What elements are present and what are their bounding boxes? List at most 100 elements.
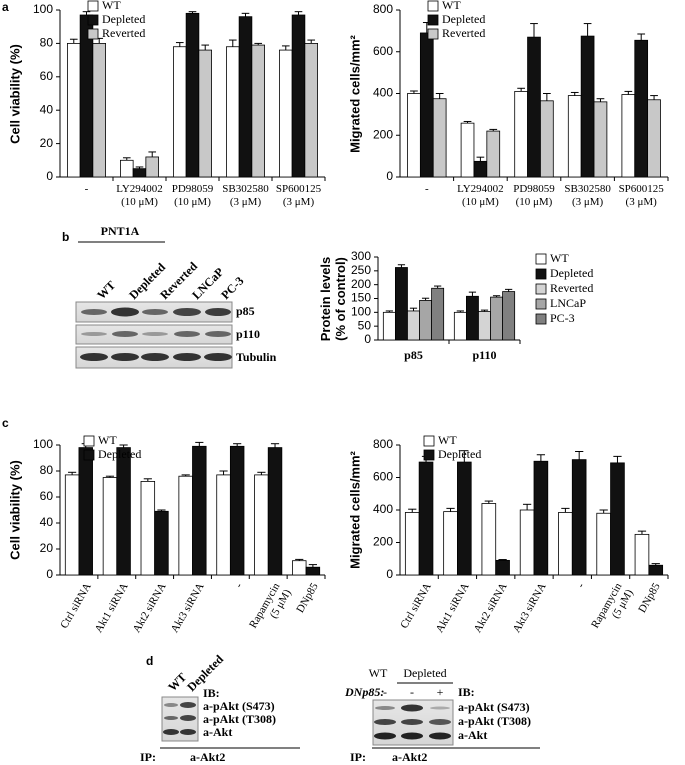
lane-label: WT — [369, 666, 388, 680]
bar — [407, 93, 421, 178]
bar — [418, 461, 434, 576]
dn-label: DNp85: — [344, 685, 384, 699]
bar — [419, 32, 434, 178]
y-tick-label: 0 — [46, 567, 53, 581]
x-tick-label: SP600125 (3 μM) — [618, 183, 664, 208]
bar — [192, 445, 207, 576]
error-bar — [613, 455, 622, 463]
legend-swatch — [535, 268, 547, 280]
error-bar — [257, 471, 266, 475]
bar — [519, 509, 535, 576]
y-tick-label: 150 — [351, 291, 371, 305]
x-tick-label: SB302580 (3 μM) — [564, 183, 611, 208]
bar — [621, 94, 636, 178]
error-bar — [181, 474, 190, 477]
bar — [132, 168, 147, 178]
y-tick-label: 400 — [373, 86, 393, 100]
bar — [229, 445, 245, 576]
error-bar — [637, 33, 646, 41]
error-bar — [480, 309, 489, 312]
error-bar — [484, 500, 493, 504]
error-bar — [421, 297, 430, 301]
bar — [404, 512, 420, 576]
x-tick-label: SB302580 (3 μM) — [222, 183, 269, 208]
error-bar — [308, 564, 317, 568]
y-tick-label: 60 — [40, 69, 54, 83]
bar — [394, 267, 408, 341]
error-bar — [650, 95, 658, 100]
bar — [382, 311, 396, 341]
y-axis-label: Cell viability (%) — [7, 460, 23, 560]
error-bar — [254, 42, 263, 46]
error-bar — [460, 450, 469, 463]
bar — [457, 461, 472, 576]
error-bar — [599, 509, 608, 514]
error-bar — [241, 12, 250, 17]
bar — [251, 44, 265, 178]
bar — [647, 99, 661, 178]
error-bar — [624, 90, 633, 95]
error-bar — [195, 441, 204, 447]
band-label: p85 — [236, 304, 255, 318]
error-bar — [175, 42, 184, 47]
legend-label: Depleted — [102, 12, 145, 26]
error-bar — [476, 156, 485, 162]
ip-target: a-Akt2 — [190, 750, 225, 764]
error-bar — [281, 45, 290, 51]
legend-label: Depleted — [442, 12, 485, 26]
bar — [495, 559, 510, 576]
y-axis-label: Cell viability (%) — [7, 43, 23, 144]
error-bar — [69, 38, 78, 44]
band-label: a-pAkt (T308) — [203, 712, 276, 726]
bar — [527, 36, 541, 178]
bar — [254, 474, 269, 576]
error-bar — [408, 508, 417, 513]
x-tick-label: SP600125 (3 μM) — [275, 183, 322, 208]
legend-label: Reverted — [442, 26, 485, 40]
y-axis-label: Migrated cells/mm² — [347, 451, 363, 569]
error-bar — [456, 310, 464, 313]
bar — [567, 95, 582, 178]
legend-label: Depleted — [438, 447, 481, 461]
y-tick-label: 200 — [373, 127, 393, 141]
bar — [304, 43, 318, 178]
y-tick-label: 0 — [364, 332, 371, 346]
panel-letter: b — [62, 230, 69, 244]
ib-label: IB: — [458, 685, 475, 699]
legend-swatch — [535, 313, 547, 325]
x-tick-label: p85 — [404, 348, 423, 362]
bar — [267, 447, 283, 576]
legend-label: WT — [442, 0, 461, 12]
error-bar — [536, 454, 546, 462]
bar — [178, 475, 193, 576]
error-bar — [82, 11, 91, 16]
dn-mark: + — [437, 685, 444, 699]
error-bar — [201, 44, 210, 51]
bar — [78, 447, 93, 576]
panel-letter: a — [2, 0, 9, 14]
error-bar — [637, 530, 647, 535]
legend-swatch — [423, 435, 435, 447]
error-bar — [295, 558, 304, 561]
error-bar — [135, 166, 144, 169]
x-tick-label: LY294002 (10 μM) — [116, 183, 163, 208]
error-bar — [219, 470, 228, 475]
bar — [67, 43, 81, 178]
y-tick-label: 80 — [40, 463, 54, 477]
ip-target: a-Akt2 — [392, 750, 427, 764]
error-bar — [294, 11, 303, 16]
bar — [305, 566, 321, 576]
bar — [473, 160, 488, 178]
y-tick-label: 40 — [40, 102, 54, 116]
error-bar — [188, 11, 197, 14]
bar — [291, 14, 306, 178]
legend-swatch — [535, 283, 547, 295]
error-bar — [530, 23, 538, 38]
error-bar — [68, 471, 77, 475]
y-tick-label: 0 — [386, 567, 393, 581]
bar — [198, 49, 212, 178]
dn-mark: - — [410, 685, 414, 699]
dn-mark: - — [383, 685, 387, 699]
